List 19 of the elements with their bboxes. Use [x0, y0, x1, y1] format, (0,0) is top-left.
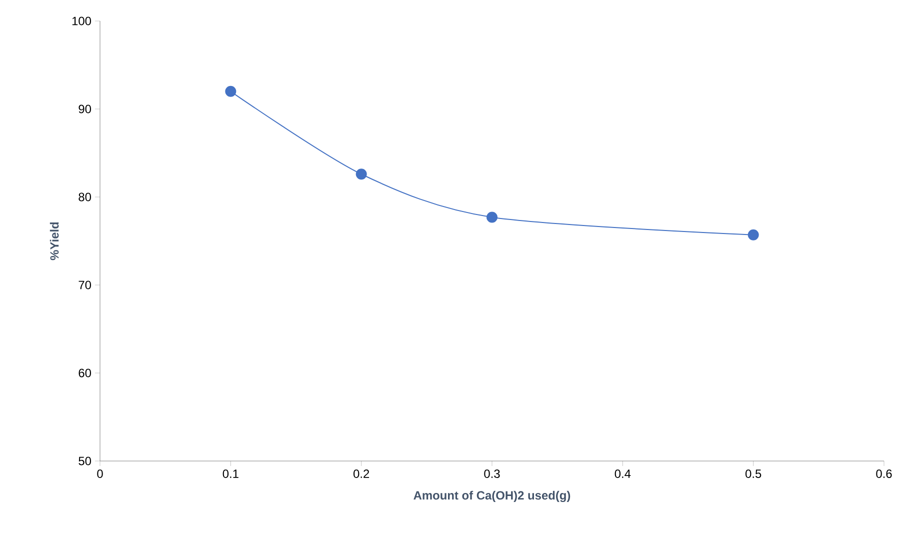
y-tick-label: 100 [72, 16, 92, 26]
x-tick-label: 0.3 [484, 470, 500, 478]
x-tick-label: 0.4 [614, 470, 631, 478]
x-tick-label: 0.1 [222, 470, 238, 478]
y-tick-label: 90 [78, 104, 92, 114]
y-tick-label: 80 [78, 192, 92, 202]
x-tick-label: 0.2 [353, 470, 370, 478]
point [748, 229, 759, 240]
x-tick-label: 0 [97, 470, 103, 478]
y-axis-title: %Yield [50, 222, 59, 260]
y-tick-label: 70 [78, 280, 92, 290]
x-axis-title: Amount of Ca(OH)2 used(g) [414, 490, 570, 502]
y-tick-label: 60 [78, 368, 92, 378]
x-tick-label: 0.5 [745, 470, 762, 478]
point [486, 212, 498, 223]
y-tick-label: 50 [78, 456, 92, 466]
x-tick-label: 0.6 [876, 470, 892, 478]
point [356, 168, 367, 180]
point [225, 86, 236, 97]
